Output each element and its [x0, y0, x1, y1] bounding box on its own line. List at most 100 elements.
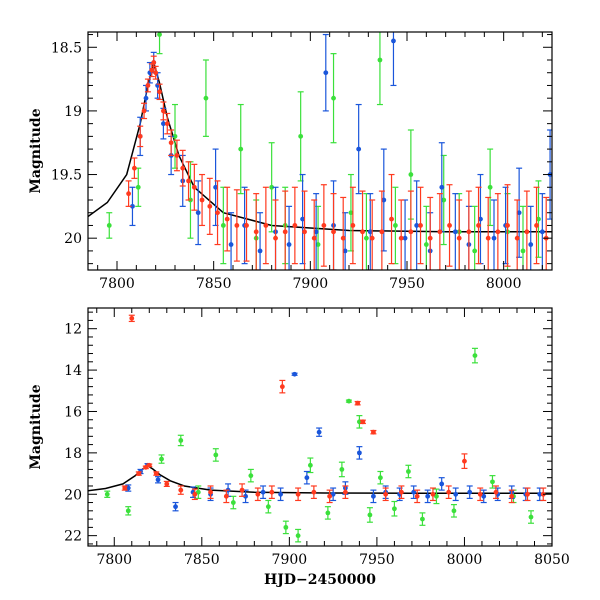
data-point-green	[441, 197, 447, 203]
data-point-red	[331, 229, 336, 235]
data-point-red	[129, 315, 135, 321]
y-tick-label: 18	[64, 446, 82, 462]
data-point-green	[238, 146, 244, 152]
data-point-blue	[213, 184, 219, 190]
data-point-green	[213, 452, 219, 458]
data-point-green	[472, 248, 478, 254]
data-point-green	[325, 510, 331, 516]
bottom-panel-ticks: 7800 7850 7900 7950 8000 8050 12 14 16 18 20 22	[64, 308, 570, 568]
data-point-red	[360, 419, 366, 425]
data-point-green	[490, 479, 495, 485]
data-point-red	[244, 223, 249, 228]
y-tick-label: 20	[64, 231, 82, 247]
data-point-red	[168, 140, 174, 146]
data-point-red	[379, 229, 385, 235]
series-blue	[129, 32, 552, 270]
data-point-green	[378, 475, 383, 481]
y-tick-label: 16	[64, 404, 82, 420]
data-point-blue	[414, 223, 420, 228]
data-point-red	[208, 489, 213, 495]
data-point-red	[295, 491, 301, 497]
top-panel-ylabel: Magnitude	[28, 108, 44, 193]
data-point-green	[220, 223, 226, 228]
data-point-blue	[367, 229, 373, 235]
data-point-green	[364, 235, 369, 241]
data-point-red	[485, 235, 491, 241]
x-tick-label: 7900	[293, 276, 329, 292]
data-point-blue	[125, 485, 131, 491]
data-point-green	[178, 438, 184, 443]
data-point-green	[472, 353, 478, 358]
top-panel-ticks: 7800 7850 7900 7950 8000 18.5 19 19.5 20	[51, 32, 552, 292]
data-point-blue	[143, 95, 149, 101]
data-point-green	[434, 493, 439, 499]
data-point-blue	[371, 493, 376, 499]
data-point-red	[327, 493, 333, 499]
data-point-red	[192, 491, 198, 497]
data-point-blue	[313, 229, 319, 235]
data-point-red	[342, 489, 348, 495]
data-point-blue	[300, 216, 305, 222]
data-point-green	[172, 133, 178, 139]
series-blue	[125, 371, 543, 512]
data-point-blue	[425, 493, 431, 499]
data-point-red	[524, 229, 530, 235]
data-point-red	[145, 83, 151, 88]
data-point-red	[525, 491, 530, 497]
y-tick-label: 14	[64, 363, 82, 379]
data-point-red	[199, 197, 205, 203]
top-panel-frame	[87, 31, 553, 271]
data-point-red	[355, 400, 361, 406]
data-point-red	[269, 489, 275, 495]
data-point-green	[157, 32, 162, 37]
x-tick-label: 7800	[99, 276, 135, 292]
data-point-red	[466, 229, 472, 235]
data-point-red	[311, 489, 317, 495]
x-tick-label: 8000	[486, 276, 522, 292]
data-point-blue	[161, 121, 166, 127]
data-point-blue	[411, 489, 417, 495]
data-point-green	[307, 462, 313, 468]
data-point-blue	[356, 450, 362, 456]
data-point-red	[418, 223, 423, 228]
bottom-panel: 7800 7850 7900 7950 8000 8050 12 14 16 18 20 22 Mag…	[28, 307, 570, 588]
y-tick-label: 18.5	[51, 40, 82, 56]
data-point-red	[398, 235, 404, 241]
data-point-blue	[195, 210, 201, 216]
y-tick-label: 19	[64, 104, 82, 120]
x-tick-label: 7850	[196, 276, 232, 292]
data-point-blue	[356, 146, 362, 152]
data-point-red	[146, 462, 152, 468]
data-point-red	[136, 471, 142, 476]
top-panel: 7800 7850 7900 7950 8000 18.5 19 19.5 20 Magnitu…	[28, 31, 553, 292]
data-point-red	[430, 491, 436, 497]
data-point-red	[224, 216, 230, 222]
data-point-blue	[391, 38, 396, 44]
data-point-red	[178, 487, 184, 493]
data-point-green	[408, 172, 414, 177]
x-tick-label: 7950	[359, 552, 395, 568]
data-point-red	[253, 229, 259, 235]
data-point-red	[132, 165, 137, 171]
data-point-green	[406, 469, 411, 474]
data-point-red	[223, 493, 229, 499]
data-point-blue	[467, 489, 473, 495]
data-point-green	[528, 514, 534, 520]
data-point-red	[493, 489, 499, 495]
data-point-red	[302, 229, 307, 235]
data-point-red	[437, 229, 443, 235]
data-point-red	[383, 491, 389, 497]
data-point-blue	[439, 184, 445, 190]
x-tick-label: 7800	[96, 552, 132, 568]
y-tick-label: 12	[64, 322, 82, 338]
data-point-green	[520, 248, 526, 254]
data-point-blue	[330, 491, 336, 497]
data-point-green	[159, 456, 164, 462]
data-point-blue	[260, 489, 266, 495]
series-red	[121, 314, 547, 504]
data-point-red	[514, 235, 520, 241]
data-point-green	[298, 133, 304, 139]
data-point-green	[135, 184, 141, 190]
data-point-red	[255, 491, 261, 497]
data-point-red	[151, 60, 157, 65]
